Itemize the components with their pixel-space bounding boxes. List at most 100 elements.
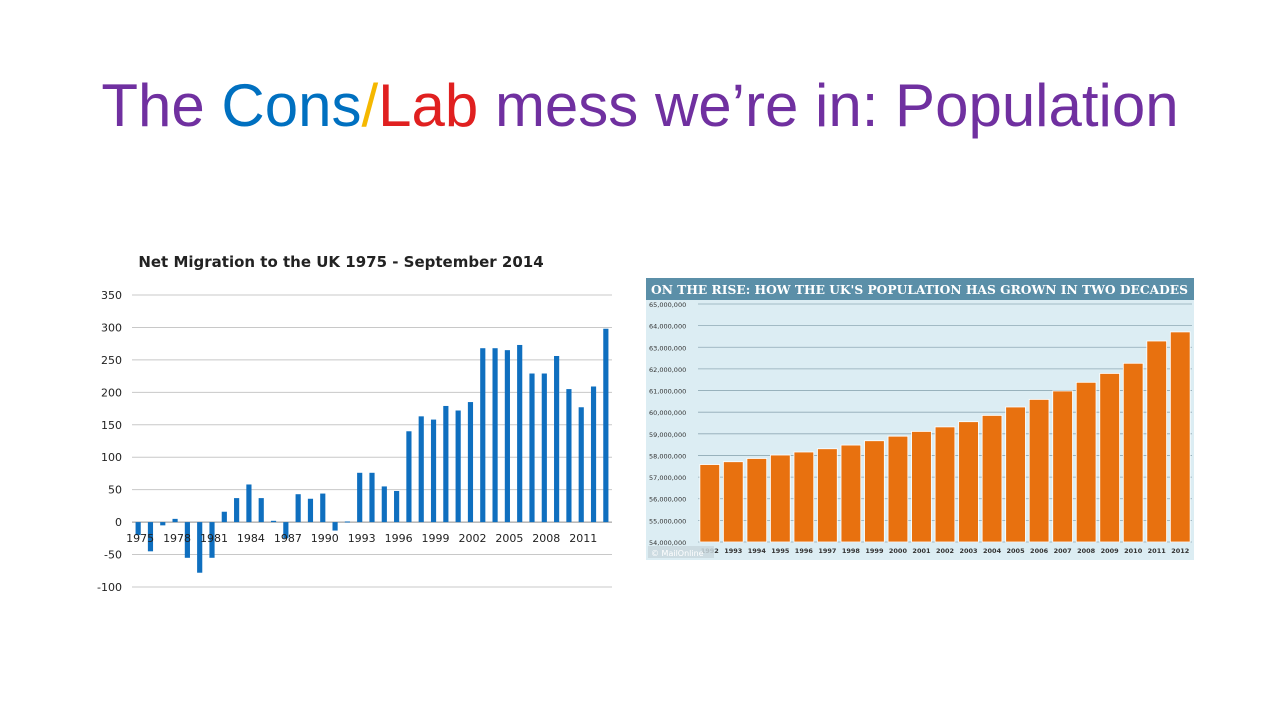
bar — [1099, 373, 1120, 543]
x-tick-label: 1999 — [865, 547, 884, 555]
title-part-0: The — [101, 72, 222, 139]
bar — [480, 348, 486, 523]
x-tick-label: 2011 — [1148, 547, 1167, 555]
x-tick-label: 1995 — [771, 547, 790, 555]
bar — [517, 344, 523, 523]
bar — [283, 522, 289, 539]
y-tick-label: 100 — [101, 451, 122, 464]
y-tick-label: 63,000,000 — [649, 344, 686, 352]
y-tick-label: 61,000,000 — [649, 388, 686, 396]
bar — [443, 405, 449, 523]
title-part-2: / — [361, 72, 379, 139]
x-tick-label: 2000 — [889, 547, 908, 555]
bar — [221, 511, 227, 523]
y-tick-label: 57,000,000 — [649, 474, 686, 482]
bar — [746, 458, 768, 543]
bar — [529, 373, 535, 523]
y-tick-label: 65,000,000 — [649, 301, 686, 309]
bar — [770, 454, 791, 543]
x-tick-label: 2010 — [1124, 547, 1143, 555]
bar — [320, 493, 326, 523]
y-tick-label: 50 — [108, 484, 122, 497]
x-tick-label: 2003 — [959, 547, 977, 555]
bar — [1075, 381, 1097, 543]
bar — [566, 389, 572, 523]
y-tick-label: 59,000,000 — [649, 431, 686, 439]
slide-title: The Cons/Lab mess we’re in: Population — [0, 68, 1280, 144]
bar — [270, 520, 277, 523]
x-tick-label: 1994 — [748, 547, 767, 555]
bar — [1146, 340, 1167, 543]
x-tick-label: 2002 — [936, 547, 954, 555]
y-tick-label: -100 — [97, 581, 122, 594]
bar — [418, 416, 424, 523]
bar — [864, 440, 885, 543]
x-tick-label: 2006 — [1030, 547, 1049, 555]
bar — [455, 410, 461, 523]
x-tick-label: 2005 — [495, 532, 523, 545]
bar — [887, 435, 909, 543]
bar — [135, 522, 141, 536]
chart-title: ON THE RISE: HOW THE UK'S POPULATION HAS… — [651, 283, 1188, 297]
x-tick-label: 1987 — [274, 532, 302, 545]
bar — [246, 484, 252, 523]
bar — [307, 498, 314, 523]
bar — [467, 402, 474, 523]
y-tick-label: -50 — [104, 549, 122, 562]
x-tick-label: 2008 — [532, 532, 560, 545]
bar — [332, 522, 338, 531]
x-tick-label: 2004 — [983, 547, 1002, 555]
x-tick-label: 2005 — [1007, 547, 1026, 555]
x-tick-label: 1978 — [163, 532, 191, 545]
bar — [258, 498, 264, 523]
x-tick-label: 2001 — [912, 547, 931, 555]
bar — [1005, 406, 1026, 543]
chart-title: Net Migration to the UK 1975 - September… — [138, 253, 543, 271]
bar — [197, 522, 203, 573]
bar — [172, 518, 178, 523]
bar — [209, 522, 215, 558]
y-tick-label: 62,000,000 — [649, 366, 686, 374]
bar — [840, 444, 862, 543]
title-part-4: mess we’re in: Population — [478, 72, 1179, 139]
bar — [590, 386, 597, 523]
x-tick-label: 1993 — [348, 532, 376, 545]
bar — [699, 464, 721, 543]
x-tick-label: 1996 — [385, 532, 413, 545]
bar — [369, 472, 375, 523]
y-tick-label: 64,000,000 — [649, 323, 686, 331]
bar — [160, 522, 166, 526]
bar — [381, 486, 387, 523]
y-tick-label: 300 — [101, 321, 122, 334]
title-part-1: Cons — [221, 72, 362, 139]
bar — [394, 490, 400, 523]
x-tick-label: 1996 — [795, 547, 814, 555]
bar — [541, 373, 547, 523]
y-tick-label: 350 — [101, 289, 122, 302]
x-tick-label: 2007 — [1054, 547, 1072, 555]
x-tick-label: 1990 — [311, 532, 339, 545]
bar — [1122, 362, 1144, 543]
bar — [1052, 390, 1073, 543]
x-tick-label: 1997 — [818, 547, 836, 555]
y-tick-label: 250 — [101, 354, 122, 367]
y-tick-label: 0 — [115, 516, 122, 529]
y-tick-label: 54,000,000 — [649, 539, 686, 547]
uk-population-chart: ON THE RISE: HOW THE UK'S POPULATION HAS… — [646, 278, 1194, 560]
x-tick-label: 1981 — [200, 532, 228, 545]
x-tick-label: 1993 — [724, 547, 742, 555]
bar — [603, 328, 609, 523]
bar — [723, 461, 744, 543]
bar — [504, 350, 510, 523]
bar — [184, 522, 190, 558]
y-tick-label: 58,000,000 — [649, 452, 686, 460]
watermark-text: © MailOnline — [651, 549, 704, 558]
bar — [981, 415, 1003, 543]
x-tick-label: 2009 — [1101, 547, 1120, 555]
x-tick-label: 1984 — [237, 532, 265, 545]
bar — [793, 451, 815, 543]
x-tick-label: 2012 — [1171, 547, 1189, 555]
bar — [357, 472, 363, 523]
y-tick-label: 150 — [101, 419, 122, 432]
bar — [430, 419, 437, 523]
